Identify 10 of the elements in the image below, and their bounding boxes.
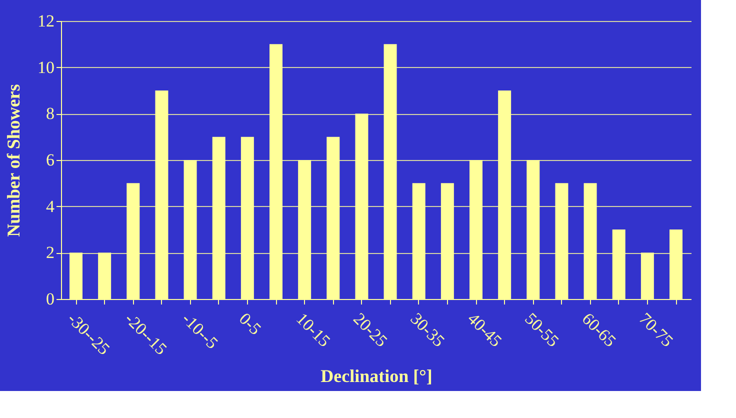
y-axis-title: Number of Showers xyxy=(4,84,24,237)
y-tick-label: 4 xyxy=(46,196,55,216)
y-tick-label: 12 xyxy=(38,12,54,30)
y-tick-label: 10 xyxy=(38,58,54,77)
x-axis-title: Declination [°] xyxy=(320,366,432,386)
y-tick-label: 8 xyxy=(46,104,54,124)
y-tick-label: 6 xyxy=(46,150,54,170)
x-tick-label: 0-5 xyxy=(235,309,265,339)
y-tick-label: 0 xyxy=(46,290,54,308)
y-tick-label: 2 xyxy=(46,243,54,262)
